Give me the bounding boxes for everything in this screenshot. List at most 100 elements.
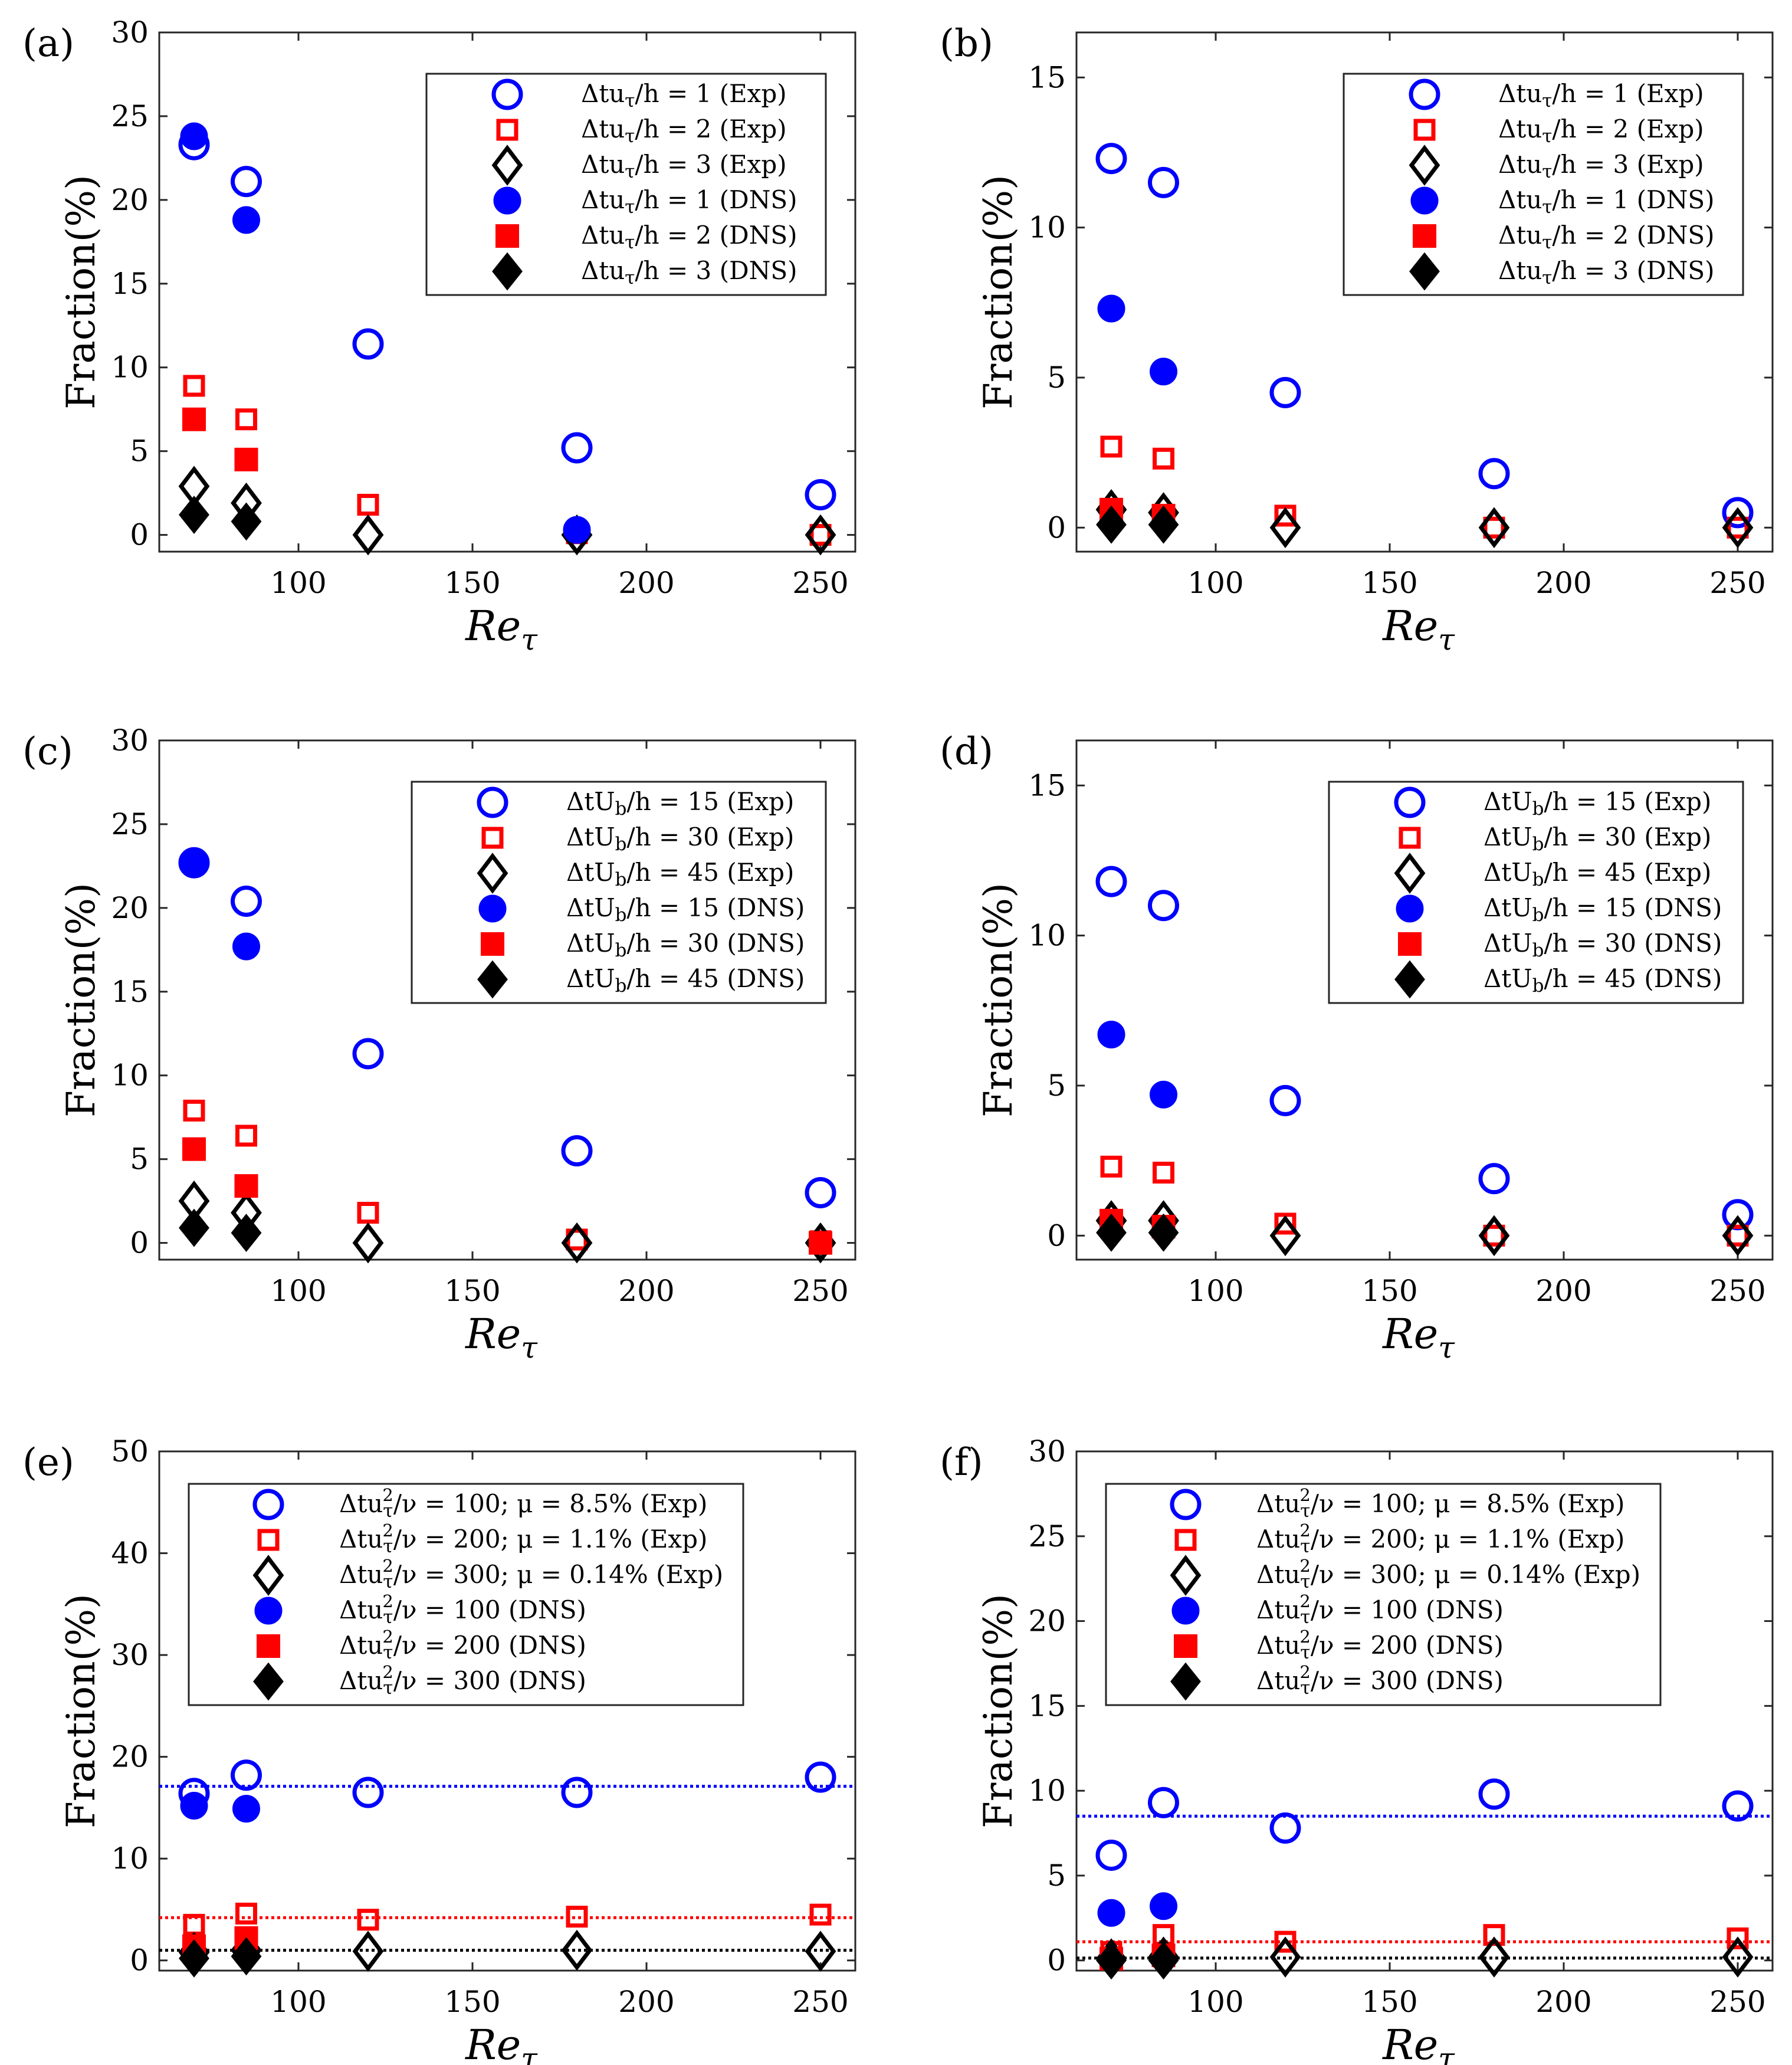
y-tick-label: 25 [1028,1519,1066,1553]
data-point [1095,143,1127,175]
data-point [231,1214,262,1252]
y-tick-label: 30 [111,723,149,758]
y-tick-label: 5 [130,1142,149,1176]
y-tick-label: 0 [130,1943,149,1978]
data-point [231,886,262,917]
x-tick-label: 150 [1361,566,1417,600]
axes-frame [158,1450,856,1972]
data-point [231,166,262,198]
legend-marker [257,1634,280,1658]
legend-marker [1413,224,1436,248]
data-point [1269,1215,1301,1257]
data-point [352,514,384,556]
legend-marker [1394,960,1425,999]
x-tick-label: 100 [1187,1985,1243,2019]
y-tick-label: 0 [1047,1943,1066,1978]
data-point [566,1906,588,1928]
data-point [357,1909,379,1931]
panel-d: (d) 100 150 200 250 0 5 10 15 Fraction(%) Reτ ΔtUb/… [940,730,1774,1365]
series-3 [1095,489,1754,549]
y-tick-label: 10 [111,350,149,385]
series-6 [1096,1213,1179,1252]
x-tick-label: 250 [1709,566,1765,600]
data-point [180,122,208,150]
panel-label: (f) [940,1441,983,1484]
data-point [1095,866,1127,897]
y-tick-label: 30 [111,15,149,50]
legend-label: Δtuτ2/ν = 100 (DNS) [1256,1591,1504,1628]
y-tick-label: 5 [1047,1858,1066,1893]
data-point [805,478,836,510]
legend-box [1328,781,1744,1004]
x-tick-label: 250 [792,1274,848,1308]
legend-marker [495,224,519,248]
y-tick-label: 20 [111,1740,149,1774]
data-point [179,496,209,534]
data-point [235,1125,257,1147]
legend-marker [1410,186,1439,215]
data-point [1727,516,1749,539]
data-point [1269,376,1301,408]
panel-e: (e) 100 150 200 250 0 10 20 30 40 50 Fraction(%) Reτ… [22,1434,856,2065]
x-tick-label: 200 [1535,1985,1591,2019]
legend-marker [1413,119,1436,141]
data-point [1148,1941,1179,1980]
x-axis-label: Reτ [1381,602,1455,657]
data-point [1727,1224,1749,1247]
y-tick-label: 40 [111,1536,149,1571]
data-point [561,1776,593,1808]
data-point [235,1902,257,1925]
data-point [179,1939,209,1978]
data-point [563,516,591,544]
y-tick-label: 25 [111,99,149,133]
data-point [1269,507,1301,549]
legend-label: ΔtUb/h = 15 (Exp) [1484,787,1711,820]
legend-marker [253,1662,284,1701]
series-1 [1095,866,1754,1231]
data-point [182,407,206,431]
series-2 [1100,435,1749,539]
data-point [352,1038,384,1070]
y-tick-label: 25 [111,807,149,841]
legend-marker [1394,853,1426,894]
y-tick-label: 10 [1028,1774,1066,1808]
data-point [1097,1899,1125,1927]
legend-label: ΔtUb/h = 45 (Exp) [1484,858,1711,890]
y-tick-label: 20 [1028,1604,1066,1638]
legend-label: ΔtUb/h = 15 (Exp) [566,787,794,820]
legend: Δtuτ2/ν = 100; μ = 8.5% (Exp)Δtuτ2/ν = 2… [1105,1483,1662,1706]
panel-label: (a) [22,22,74,65]
series-1 [1095,1778,1754,1871]
axes-frame [1075,31,1774,553]
legend-marker [491,145,523,186]
data-point [352,1930,384,1972]
data-point [235,408,257,431]
data-point [1148,505,1179,544]
legend-marker [493,186,521,215]
legend-marker [252,1489,284,1520]
legend: ΔtUb/h = 15 (Exp)ΔtUb/h = 30 (Exp)ΔtUb/h… [411,781,827,1004]
y-tick-label: 0 [1047,510,1066,545]
legend-label: Δtuτ2/ν = 200 (DNS) [1256,1627,1504,1663]
data-point [1148,1213,1179,1252]
y-axis-label: Fraction(%) [976,1594,1021,1828]
data-point [561,1135,593,1166]
legend-label: Δtuτ2/ν = 300 (DNS) [339,1662,586,1699]
data-point [1096,1213,1127,1252]
legend-marker [477,786,508,818]
series-2 [183,1902,832,1936]
x-tick-label: 250 [1709,1274,1765,1308]
data-point [1095,1839,1127,1871]
legend-marker [1396,894,1424,923]
series-4 [180,1791,260,1823]
legend-label: Δtuτ2/ν = 100; μ = 8.5% (Exp) [339,1485,707,1522]
x-tick-label: 150 [444,566,500,600]
data-point [1478,1778,1510,1810]
data-point [1478,458,1510,490]
x-tick-label: 150 [444,1274,500,1308]
legend-marker [478,894,507,923]
legend-label: Δtuτ2/ν = 200 (DNS) [339,1627,586,1663]
legend-marker [1170,1489,1202,1520]
legend-label: Δtuτ2/ν = 300; μ = 0.14% (Exp) [1256,1556,1640,1592]
data-point [231,1759,262,1791]
